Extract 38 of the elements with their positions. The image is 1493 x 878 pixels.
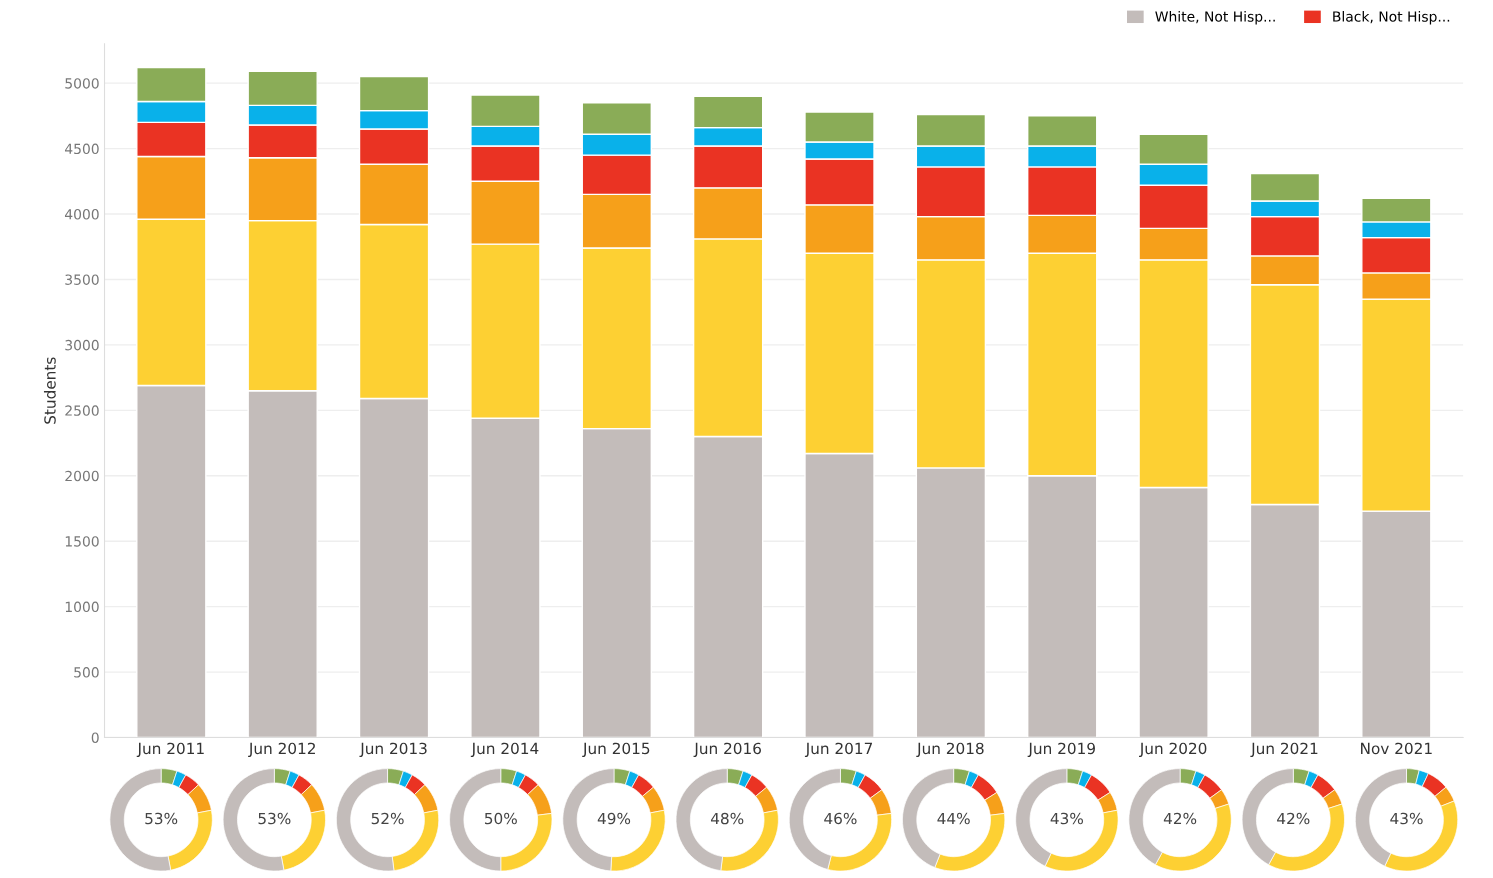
text: 43% — [1050, 812, 1084, 825]
y-tick-label: 2500 — [65, 405, 99, 416]
y-tick-label: 4500 — [64, 143, 99, 155]
x-tick-label: Jun 2015 — [582, 742, 650, 758]
x-tick-label: Jun 2016 — [693, 742, 761, 758]
y-tick-label: 1500 — [65, 536, 99, 547]
text: 53% — [258, 812, 291, 825]
x-tick-label: Jun 2019 — [1027, 742, 1095, 758]
y-tick-label: 500 — [74, 667, 99, 678]
x-tick-label: Jun 2014 — [470, 742, 539, 758]
legend-label: Black, Not Hisp... — [1333, 11, 1450, 25]
x-tick-label: Jun 2011 — [136, 742, 204, 758]
y-tick-label: 3000 — [65, 339, 99, 351]
x-tick-label: Nov 2021 — [1361, 742, 1432, 755]
text: 44% — [937, 812, 970, 825]
text: 43% — [1390, 812, 1423, 825]
legend-label: White, Not Hisp... — [1155, 11, 1275, 25]
x-tick-label: Jun 2012 — [248, 742, 315, 758]
y-axis-title: Students — [43, 357, 56, 424]
text: 53% — [145, 812, 178, 825]
y-tick-label: 0 — [91, 732, 99, 743]
text: 50% — [484, 812, 517, 825]
y-tick-label: 4000 — [64, 209, 99, 220]
x-tick-label: Jun 2020 — [1139, 742, 1207, 758]
text: 46% — [824, 812, 857, 825]
text: 52% — [371, 812, 404, 825]
x-tick-label: Jun 2017 — [804, 742, 873, 758]
y-tick-label: 1000 — [65, 601, 99, 613]
y-tick-label: 5000 — [65, 78, 99, 89]
x-tick-label: Jun 2018 — [916, 742, 984, 758]
x-tick-label: Jun 2021 — [1250, 742, 1318, 758]
x-tick-label: Jun 2013 — [359, 742, 427, 758]
text: 49% — [597, 812, 631, 825]
text: 48% — [710, 812, 744, 825]
y-tick-label: 3500 — [65, 274, 99, 285]
y-tick-label: 2000 — [65, 470, 99, 482]
text: 42% — [1277, 812, 1310, 825]
text: 42% — [1163, 812, 1197, 825]
